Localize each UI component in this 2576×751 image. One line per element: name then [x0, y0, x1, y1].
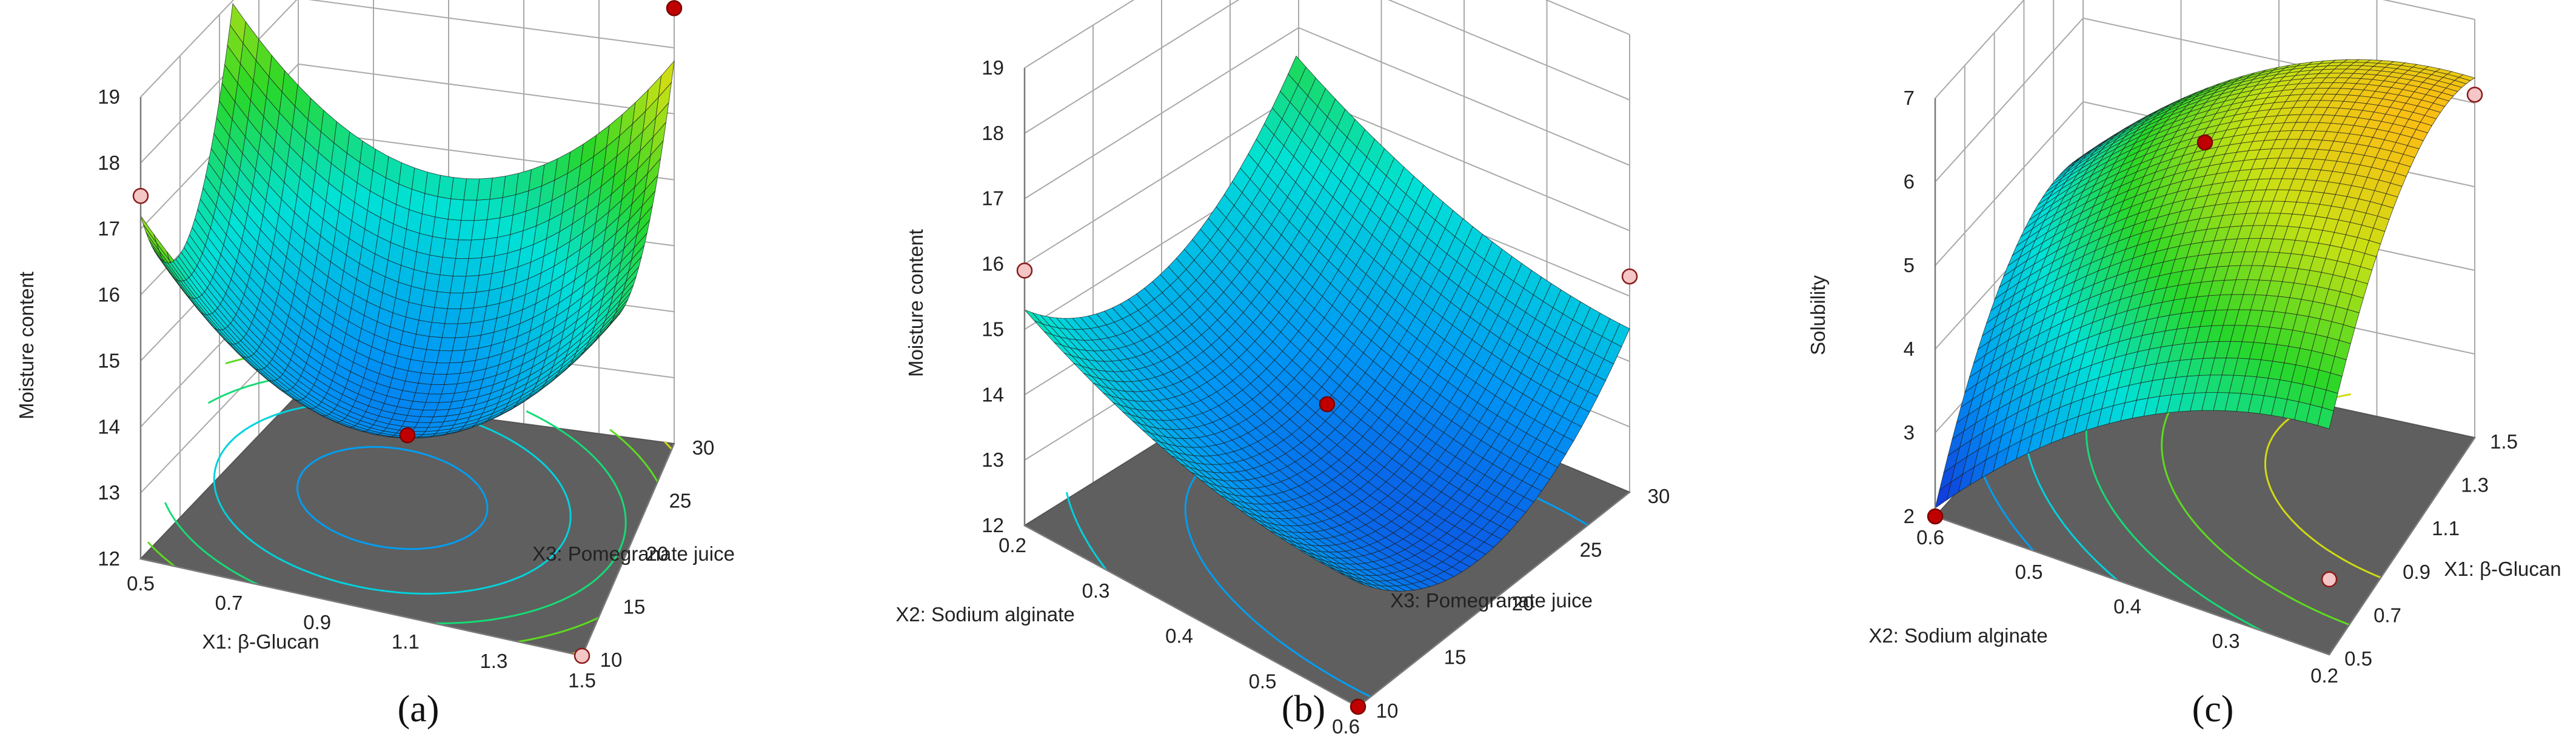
caption-c: (c) [2192, 689, 2234, 730]
x-tick-label: 1.3 [480, 650, 507, 672]
z-tick-label: 12 [982, 514, 1004, 536]
response-surface [1935, 59, 2476, 509]
design-point [132, 188, 149, 204]
y-tick-label: 25 [669, 490, 692, 512]
y-tick-label: 1.5 [2490, 430, 2518, 453]
y-tick-label: 15 [1444, 646, 1467, 669]
x-tick-label: 0.6 [1916, 526, 1944, 549]
z-axis-label: Moisture content [15, 272, 38, 419]
z-tick-label: 3 [1904, 421, 1915, 444]
design-point [399, 427, 416, 444]
surface-chart-c: 2345670.60.50.40.30.20.50.70.91.11.31.5S… [1807, 0, 2561, 687]
x-tick-label: 0.5 [127, 572, 155, 595]
y-tick-label: 0.7 [2374, 604, 2401, 626]
z-tick-label: 14 [98, 415, 120, 438]
y-tick-label: 25 [1580, 539, 1602, 561]
z-tick-label: 2 [1904, 505, 1915, 527]
caption-a: (a) [397, 689, 440, 730]
z-tick-label: 18 [982, 122, 1004, 144]
z-tick-label: 6 [1904, 170, 1915, 193]
z-tick-label: 13 [982, 449, 1004, 471]
design-point [574, 647, 590, 664]
response-surface [1024, 55, 1630, 592]
y-tick-label: 20 [1512, 592, 1534, 615]
z-tick-label: 19 [982, 56, 1004, 79]
x-tick-label: 0.6 [1332, 715, 1360, 738]
x-tick-label: 0.2 [2310, 664, 2338, 687]
y-axis-label: X1: β-Glucan [2444, 558, 2561, 580]
y-tick-label: 20 [646, 542, 669, 565]
x-tick-label: 0.4 [1165, 625, 1193, 647]
design-point [1927, 508, 1944, 525]
y-axis-label: X3: Pomegranate juice [532, 542, 735, 565]
y-tick-label: 30 [1648, 485, 1670, 507]
x-tick-label: 1.1 [392, 630, 420, 653]
x-tick-label: 0.2 [999, 534, 1026, 556]
chart-panel-c: 2 3 4 5 6 7 0.6 0.5 0.4 0.3 0.2 0.5 0.7 0.9 1.1 1.3 1.5 S… [1746, 0, 2576, 751]
axes [1934, 98, 2476, 656]
design-point [1350, 698, 1367, 715]
design-point [1016, 262, 1033, 279]
y-axis-label: X3: Pomegranate juice [1390, 589, 1593, 612]
z-tick-label: 15 [98, 349, 120, 372]
chart-panel-a: 12 13 14 15 16 17 18 19 0.5 0.7 0.9 1.1 1.3 1.5 10 15 20… [0, 0, 861, 751]
z-tick-label: 16 [98, 284, 120, 306]
y-tick-label: 10 [600, 649, 623, 671]
z-tick-label: 19 [98, 85, 120, 108]
z-tick-label: 5 [1904, 254, 1915, 276]
x-tick-label: 0.3 [1082, 579, 1110, 602]
y-tick-label: 10 [1376, 699, 1399, 722]
z-tick-label: 14 [982, 383, 1004, 406]
y-tick-label: 0.9 [2403, 561, 2430, 583]
y-tick-label: 30 [692, 436, 715, 459]
z-axis-label: Solubility [1807, 275, 1829, 355]
design-point [666, 0, 683, 16]
design-point [2196, 134, 2213, 151]
x-tick-label: 0.4 [2113, 595, 2141, 618]
x-tick-label: 0.7 [215, 592, 243, 614]
z-tick-label: 16 [982, 253, 1004, 275]
z-tick-label: 17 [98, 218, 120, 240]
x-tick-label: 0.5 [2015, 561, 2043, 583]
x-tick-label: 0.3 [2212, 630, 2240, 652]
surface-chart-b: 12 13 14 15 16 17 18 19 0.2 0.3 0.4 0.5 0.6 10 15 20 25 3… [895, 0, 1670, 738]
y-tick-label: 15 [623, 596, 646, 618]
z-axis-label: Moisture content [905, 229, 927, 377]
z-tick-label: 4 [1904, 338, 1915, 360]
z-tick-label: 12 [98, 547, 120, 570]
z-tick-label: 15 [982, 318, 1004, 340]
design-point [1621, 268, 1638, 285]
x-tick-label: 0.5 [1249, 670, 1277, 692]
design-point [2321, 571, 2338, 588]
x-tick-label: 1.5 [568, 669, 596, 692]
chart-panel-b: 12 13 14 15 16 17 18 19 0.2 0.3 0.4 0.5 0.6 10 15 20 25 3… [861, 0, 1746, 751]
x-tick-label: 0.9 [303, 611, 331, 633]
y-tick-label: 1.3 [2461, 474, 2489, 496]
x-axis-label: X2: Sodium alginate [895, 603, 1074, 626]
z-tick-label: 17 [982, 187, 1004, 210]
surface-chart-a: 12 13 14 15 16 17 18 19 0.5 0.7 0.9 1.1 1.3 1.510 15 20… [15, 0, 735, 692]
z-tick-label: 18 [98, 152, 120, 174]
design-point [1319, 396, 1336, 413]
response-surface [140, 2, 675, 439]
x-axis-label: X2: Sodium alginate [1868, 624, 2047, 647]
y-tick-label: 0.5 [2344, 647, 2372, 670]
z-tick-label: 13 [98, 481, 120, 504]
x-axis-label: X1: β-Glucan [202, 630, 319, 653]
caption-b: (b) [1281, 689, 1326, 730]
design-point [2466, 86, 2483, 103]
y-tick-label: 1.1 [2432, 517, 2460, 539]
z-tick-label: 7 [1904, 87, 1915, 109]
